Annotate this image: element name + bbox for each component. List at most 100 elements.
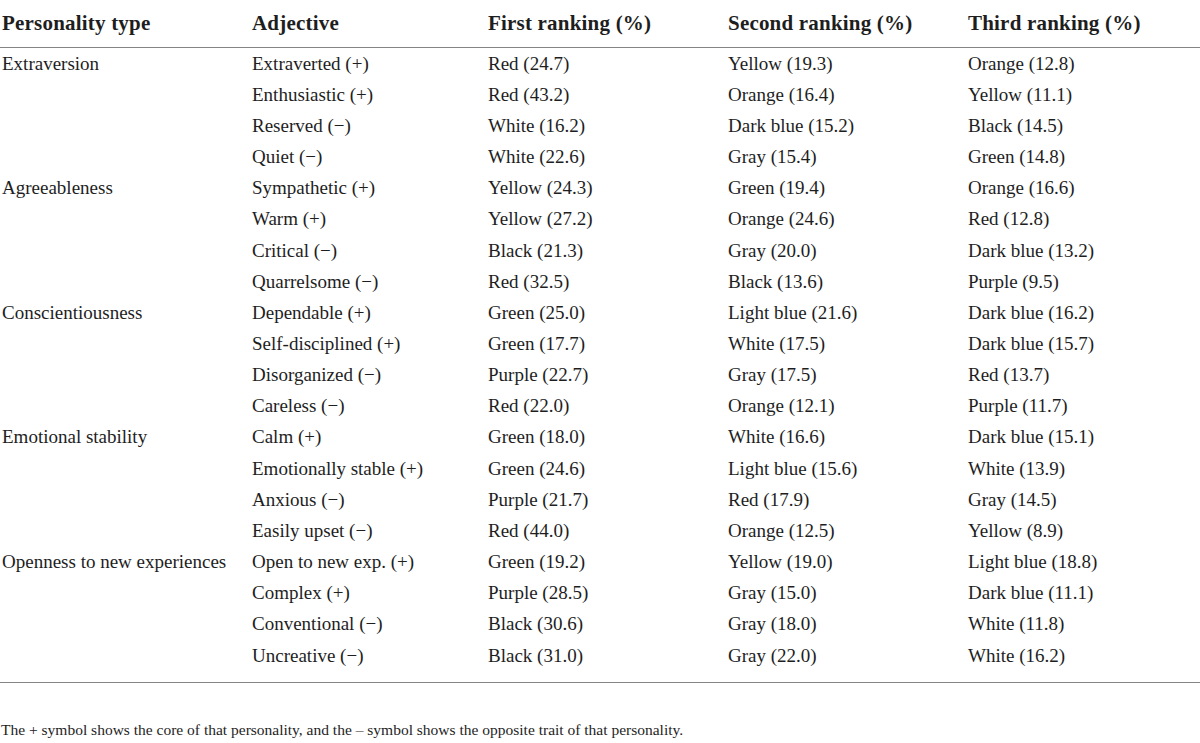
cell-second-ranking: Light blue (15.6): [728, 453, 968, 484]
cell-third-ranking: Purple (9.5): [968, 266, 1200, 297]
cell-personality-type: [0, 266, 252, 297]
col-header-first-ranking: First ranking (%): [488, 0, 728, 48]
cell-third-ranking: Yellow (8.9): [968, 515, 1200, 546]
cell-first-ranking: Red (32.5): [488, 266, 728, 297]
cell-personality-type: Emotional stability: [0, 422, 252, 453]
cell-third-ranking: Dark blue (11.1): [968, 578, 1200, 609]
cell-adjective: Warm (+): [252, 204, 488, 235]
cell-third-ranking: Gray (14.5): [968, 484, 1200, 515]
cell-adjective: Sympathetic (+): [252, 173, 488, 204]
cell-adjective: Careless (−): [252, 391, 488, 422]
cell-first-ranking: Black (30.6): [488, 609, 728, 640]
cell-first-ranking: Red (24.7): [488, 48, 728, 80]
table-row: Emotional stability Calm (+) Green (18.0…: [0, 422, 1200, 453]
cell-first-ranking: Green (17.7): [488, 328, 728, 359]
cell-first-ranking: Black (21.3): [488, 235, 728, 266]
table-row: Extraversion Extraverted (+) Red (24.7) …: [0, 48, 1200, 80]
table-row: Conscientiousness Dependable (+) Green (…: [0, 297, 1200, 328]
cell-first-ranking: White (22.6): [488, 141, 728, 172]
cell-first-ranking: Green (19.2): [488, 547, 728, 578]
cell-personality-type: [0, 79, 252, 110]
cell-first-ranking: Red (44.0): [488, 515, 728, 546]
cell-third-ranking: Light blue (18.8): [968, 547, 1200, 578]
cell-personality-type: [0, 515, 252, 546]
cell-personality-type: [0, 328, 252, 359]
cell-adjective: Anxious (−): [252, 484, 488, 515]
cell-adjective: Quarrelsome (−): [252, 266, 488, 297]
table-row: Conventional (−) Black (30.6) Gray (18.0…: [0, 609, 1200, 640]
cell-second-ranking: Gray (15.4): [728, 141, 968, 172]
table-row: Emotionally stable (+) Green (24.6) Ligh…: [0, 453, 1200, 484]
header-row: Personality type Adjective First ranking…: [0, 0, 1200, 48]
cell-adjective: Disorganized (−): [252, 360, 488, 391]
cell-first-ranking: Red (43.2): [488, 79, 728, 110]
cell-first-ranking: Purple (22.7): [488, 360, 728, 391]
cell-adjective: Calm (+): [252, 422, 488, 453]
table-row: Critical (−) Black (21.3) Gray (20.0) Da…: [0, 235, 1200, 266]
table-row: Uncreative (−) Black (31.0) Gray (22.0) …: [0, 640, 1200, 683]
cell-second-ranking: Yellow (19.3): [728, 48, 968, 80]
cell-personality-type: [0, 110, 252, 141]
table-row: Disorganized (−) Purple (22.7) Gray (17.…: [0, 360, 1200, 391]
table-row: Anxious (−) Purple (21.7) Red (17.9) Gra…: [0, 484, 1200, 515]
cell-third-ranking: Black (14.5): [968, 110, 1200, 141]
cell-personality-type: Conscientiousness: [0, 297, 252, 328]
cell-first-ranking: Yellow (27.2): [488, 204, 728, 235]
cell-third-ranking: Red (13.7): [968, 360, 1200, 391]
cell-second-ranking: Gray (15.0): [728, 578, 968, 609]
col-header-second-ranking: Second ranking (%): [728, 0, 968, 48]
cell-adjective: Open to new exp. (+): [252, 547, 488, 578]
table-row: Reserved (−) White (16.2) Dark blue (15.…: [0, 110, 1200, 141]
table-row: Warm (+) Yellow (27.2) Orange (24.6) Red…: [0, 204, 1200, 235]
cell-first-ranking: Purple (28.5): [488, 578, 728, 609]
table-row: Self-disciplined (+) Green (17.7) White …: [0, 328, 1200, 359]
cell-third-ranking: Red (12.8): [968, 204, 1200, 235]
col-header-adjective: Adjective: [252, 0, 488, 48]
table-footnote: The + symbol shows the core of that pers…: [0, 721, 1200, 739]
cell-second-ranking: White (17.5): [728, 328, 968, 359]
cell-first-ranking: Yellow (24.3): [488, 173, 728, 204]
cell-personality-type: Agreeableness: [0, 173, 252, 204]
cell-adjective: Quiet (−): [252, 141, 488, 172]
cell-adjective: Enthusiastic (+): [252, 79, 488, 110]
cell-adjective: Complex (+): [252, 578, 488, 609]
cell-personality-type: [0, 141, 252, 172]
personality-color-ranking-table: Personality type Adjective First ranking…: [0, 0, 1200, 683]
cell-third-ranking: White (11.8): [968, 609, 1200, 640]
cell-second-ranking: Green (19.4): [728, 173, 968, 204]
cell-adjective: Self-disciplined (+): [252, 328, 488, 359]
cell-second-ranking: Orange (16.4): [728, 79, 968, 110]
cell-personality-type: [0, 484, 252, 515]
table-row: Agreeableness Sympathetic (+) Yellow (24…: [0, 173, 1200, 204]
table-row: Easily upset (−) Red (44.0) Orange (12.5…: [0, 515, 1200, 546]
cell-third-ranking: Purple (11.7): [968, 391, 1200, 422]
cell-first-ranking: Purple (21.7): [488, 484, 728, 515]
cell-adjective: Emotionally stable (+): [252, 453, 488, 484]
cell-second-ranking: Dark blue (15.2): [728, 110, 968, 141]
cell-personality-type: [0, 578, 252, 609]
cell-third-ranking: Orange (12.8): [968, 48, 1200, 80]
col-header-personality-type: Personality type: [0, 0, 252, 48]
cell-first-ranking: Green (25.0): [488, 297, 728, 328]
cell-personality-type: [0, 453, 252, 484]
cell-third-ranking: Dark blue (15.1): [968, 422, 1200, 453]
cell-adjective: Extraverted (+): [252, 48, 488, 80]
cell-third-ranking: Yellow (11.1): [968, 79, 1200, 110]
table-row: Careless (−) Red (22.0) Orange (12.1) Pu…: [0, 391, 1200, 422]
table-row: Quiet (−) White (22.6) Gray (15.4) Green…: [0, 141, 1200, 172]
cell-second-ranking: Red (17.9): [728, 484, 968, 515]
cell-second-ranking: Orange (24.6): [728, 204, 968, 235]
cell-second-ranking: White (16.6): [728, 422, 968, 453]
cell-personality-type: Openness to new experiences: [0, 547, 252, 578]
cell-personality-type: [0, 204, 252, 235]
table-row: Openness to new experiences Open to new …: [0, 547, 1200, 578]
cell-second-ranking: Orange (12.1): [728, 391, 968, 422]
cell-personality-type: [0, 360, 252, 391]
cell-personality-type: [0, 640, 252, 683]
col-header-third-ranking: Third ranking (%): [968, 0, 1200, 48]
cell-personality-type: [0, 609, 252, 640]
cell-second-ranking: Black (13.6): [728, 266, 968, 297]
cell-third-ranking: Dark blue (13.2): [968, 235, 1200, 266]
cell-first-ranking: Green (24.6): [488, 453, 728, 484]
cell-second-ranking: Gray (20.0): [728, 235, 968, 266]
